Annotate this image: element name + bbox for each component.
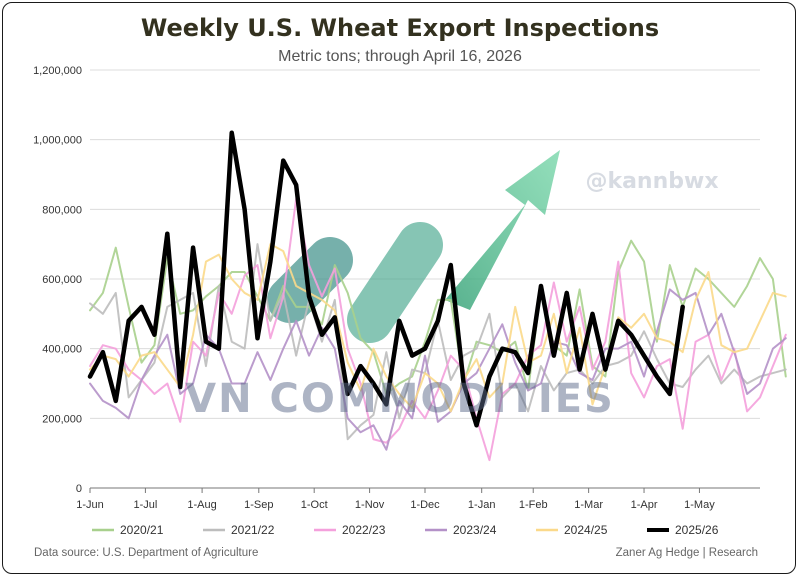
legend-label: 2023/24 bbox=[453, 523, 497, 537]
logo-stroke-2 bbox=[347, 222, 443, 343]
x-tick-label: 1-Aug bbox=[187, 499, 216, 511]
x-tick-label: 1-Jan bbox=[468, 499, 496, 511]
series-line-2024-25 bbox=[89, 243, 787, 413]
x-tick-label: 1-Jun bbox=[76, 499, 104, 511]
x-tick-label: 1-Jul bbox=[133, 499, 157, 511]
x-tick-label: 1-Apr bbox=[631, 499, 658, 511]
y-tick-label: 0 bbox=[76, 483, 82, 495]
y-tick-label: 400,000 bbox=[42, 344, 82, 356]
watermark-logo bbox=[267, 150, 560, 343]
series-lines bbox=[87, 130, 787, 462]
x-tick-label: 1-Feb bbox=[519, 499, 548, 511]
y-tick-label: 200,000 bbox=[42, 413, 82, 425]
axes: 0 200,000 400,000 600,000 800,000 1,000,000 1,… bbox=[33, 65, 715, 511]
x-tick-label: 1-May bbox=[684, 499, 715, 511]
y-tick-label: 600,000 bbox=[42, 274, 82, 286]
legend-label: 2020/21 bbox=[120, 523, 164, 537]
credit-note: Zaner Ag Hedge | Research bbox=[615, 547, 758, 559]
legend-label: 2021/22 bbox=[231, 523, 275, 537]
y-tick-label: 1,200,000 bbox=[33, 65, 82, 77]
data-source-note: Data source: U.S. Department of Agricult… bbox=[34, 547, 259, 559]
legend-label: 2025/26 bbox=[675, 523, 719, 537]
x-tick-label: 1-Nov bbox=[355, 499, 385, 511]
series-line-2025-26 bbox=[87, 130, 685, 428]
y-tick-label: 1,000,000 bbox=[33, 135, 82, 147]
watermark-text: VN COMMODITIES bbox=[185, 376, 615, 422]
x-tick-label: 1-Mar bbox=[574, 499, 603, 511]
legend-label: 2024/25 bbox=[564, 523, 608, 537]
series-line-2022-23 bbox=[89, 197, 787, 462]
watermark-handle: @kannbwx bbox=[585, 169, 718, 194]
series-line-2020-21 bbox=[89, 239, 787, 395]
chart-subtitle: Metric tons; through April 16, 2026 bbox=[278, 48, 522, 65]
x-tick-label: 1-Oct bbox=[301, 499, 328, 511]
chart-title: Weekly U.S. Wheat Export Inspections bbox=[140, 14, 660, 42]
x-tick-label: 1-Sep bbox=[244, 499, 273, 511]
legend: 2020/21 2021/22 2022/23 2023/24 2024/25 2025/… bbox=[92, 523, 719, 537]
logo-stroke-1 bbox=[267, 237, 353, 323]
y-tick-label: 800,000 bbox=[42, 204, 82, 216]
trend-arrow-icon bbox=[445, 150, 560, 310]
legend-label: 2022/23 bbox=[342, 523, 386, 537]
x-tick-label: 1-Dec bbox=[410, 499, 440, 511]
